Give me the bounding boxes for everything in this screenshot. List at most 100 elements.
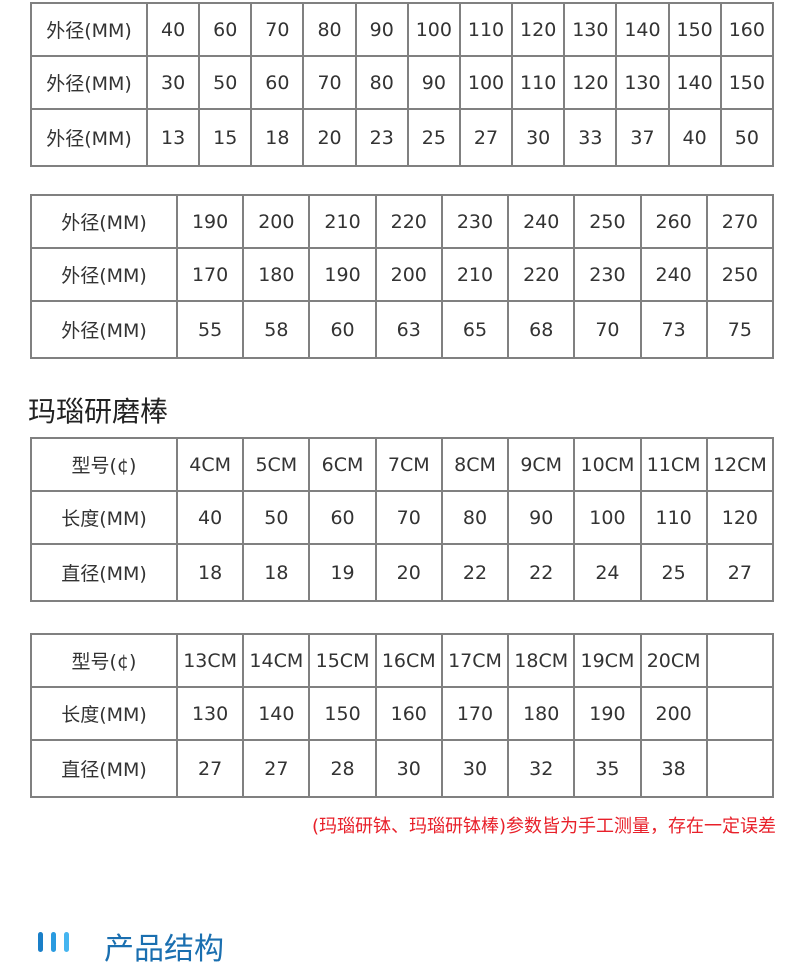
table-cell: 11CM: [639, 437, 708, 492]
table-cell: 70: [302, 55, 357, 110]
table-cell: 60: [308, 300, 377, 359]
table-cell: 19: [308, 543, 377, 602]
table-cell: 13: [145, 108, 201, 167]
table-cell: 200: [374, 247, 443, 302]
table-cell: 18: [250, 108, 305, 167]
table-row: 外径(MM) 190 200 210 220 230 240 250 260 270: [30, 194, 775, 249]
table-cell: 250: [705, 247, 775, 302]
row-label: 外径(MM): [30, 55, 148, 110]
size-table-1: 外径(MM) 40 60 70 80 90 100 110 120 130 140 150 160 外径(…: [30, 2, 775, 167]
table-cell: 6CM: [308, 437, 377, 492]
table-cell: 50: [242, 490, 311, 545]
table-cell: 18: [175, 543, 245, 602]
table-cell: 70: [250, 2, 305, 57]
table-cell: 120: [511, 2, 566, 57]
table-cell: 230: [440, 194, 510, 249]
table-cell: 60: [308, 490, 377, 545]
table-cell: 70: [374, 490, 443, 545]
table-cell: 100: [406, 2, 461, 57]
table-cell: 68: [507, 300, 576, 359]
table-cell: 250: [573, 194, 642, 249]
table-cell: 160: [719, 2, 775, 57]
table-cell: 22: [507, 543, 576, 602]
table-row: 长度(MM) 40 50 60 70 80 90 100 110 120: [30, 490, 775, 545]
table-row: 直径(MM) 27 27 28 30 30 32 35 38: [30, 739, 775, 798]
row-label: 长度(MM): [30, 686, 178, 741]
table-cell: 120: [705, 490, 775, 545]
table-cell: 40: [175, 490, 245, 545]
table-cell: 7CM: [374, 437, 443, 492]
table-cell: 80: [302, 2, 357, 57]
table-cell: 140: [615, 2, 670, 57]
table-cell: 10CM: [573, 437, 642, 492]
table-cell: 200: [242, 194, 311, 249]
table-cell: 22: [440, 543, 510, 602]
pestle-table-1: 型号(¢) 4CM 5CM 6CM 7CM 8CM 9CM 10CM 11CM 12CM 长度(MM…: [30, 437, 775, 602]
table-cell: 90: [354, 2, 409, 57]
table-cell: 30: [511, 108, 566, 167]
table-cell: 27: [175, 739, 245, 798]
table-cell: 180: [242, 247, 311, 302]
table-cell: 58: [242, 300, 311, 359]
table-cell: 23: [354, 108, 409, 167]
table-row: 直径(MM) 18 18 19 20 22 22 24 25 27: [30, 543, 775, 602]
table-cell: 25: [406, 108, 461, 167]
table-cell: 150: [667, 2, 722, 57]
table-row: 长度(MM) 130 140 150 160 170 180 190 200: [30, 686, 775, 741]
table-cell: 15: [198, 108, 253, 167]
table-cell: 63: [374, 300, 443, 359]
table-cell: 240: [639, 247, 708, 302]
table-cell: 13CM: [175, 633, 245, 688]
table-cell: 18: [242, 543, 311, 602]
table-cell: 60: [250, 55, 305, 110]
row-label: 直径(MM): [30, 543, 178, 602]
table-cell: 27: [705, 543, 775, 602]
table-row: 外径(MM) 13 15 18 20 23 25 27 30 33 37 40 50: [30, 108, 775, 167]
row-label: 外径(MM): [30, 300, 178, 359]
table-cell: 38: [639, 739, 708, 798]
row-label: 型号(¢): [30, 437, 178, 492]
table-cell: 20: [302, 108, 357, 167]
table-cell: 4CM: [175, 437, 245, 492]
pestle-table-2: 型号(¢) 13CM 14CM 15CM 16CM 17CM 18CM 19CM 20CM 长度(…: [30, 633, 775, 798]
table-cell: 80: [354, 55, 409, 110]
table-cell: 27: [458, 108, 514, 167]
table-cell: 50: [198, 55, 253, 110]
table-cell: 190: [573, 686, 642, 741]
table-cell: 9CM: [507, 437, 576, 492]
table-cell: 28: [308, 739, 377, 798]
table-cell: 190: [308, 247, 377, 302]
table-cell: 110: [511, 55, 566, 110]
row-label: 外径(MM): [30, 194, 178, 249]
table-cell: 130: [175, 686, 245, 741]
table-cell: 60: [198, 2, 253, 57]
table-cell: 70: [573, 300, 642, 359]
table-cell: 120: [563, 55, 618, 110]
table-row: 外径(MM) 170 180 190 200 210 220 230 240 250: [30, 247, 775, 302]
table-cell: 190: [175, 194, 245, 249]
table-cell: 73: [639, 300, 708, 359]
table-cell: 140: [242, 686, 311, 741]
table-cell: 150: [308, 686, 377, 741]
section-title-product-structure: 产品结构: [104, 932, 224, 967]
table-cell: 130: [563, 2, 618, 57]
table-cell: 37: [615, 108, 670, 167]
table-cell: [705, 633, 775, 688]
table-cell: 220: [507, 247, 576, 302]
section-heading-agate-pestle: 玛瑙研磨棒: [28, 395, 169, 428]
table-cell: 27: [242, 739, 311, 798]
table-cell: 210: [308, 194, 377, 249]
row-label: 外径(MM): [30, 247, 178, 302]
table-row: 外径(MM) 30 50 60 70 80 90 100 110 120 130 140 150: [30, 55, 775, 110]
table-cell: [705, 739, 775, 798]
table-cell: 75: [705, 300, 775, 359]
table-cell: 110: [458, 2, 514, 57]
table-cell: 80: [440, 490, 510, 545]
table-cell: 32: [507, 739, 576, 798]
row-label: 型号(¢): [30, 633, 178, 688]
row-label: 外径(MM): [30, 108, 148, 167]
table-cell: 240: [507, 194, 576, 249]
table-cell: 110: [639, 490, 708, 545]
measurement-note: (玛瑙研钵、玛瑙研钵棒)参数皆为手工测量，存在一定误差: [311, 816, 776, 837]
table-cell: 25: [639, 543, 708, 602]
